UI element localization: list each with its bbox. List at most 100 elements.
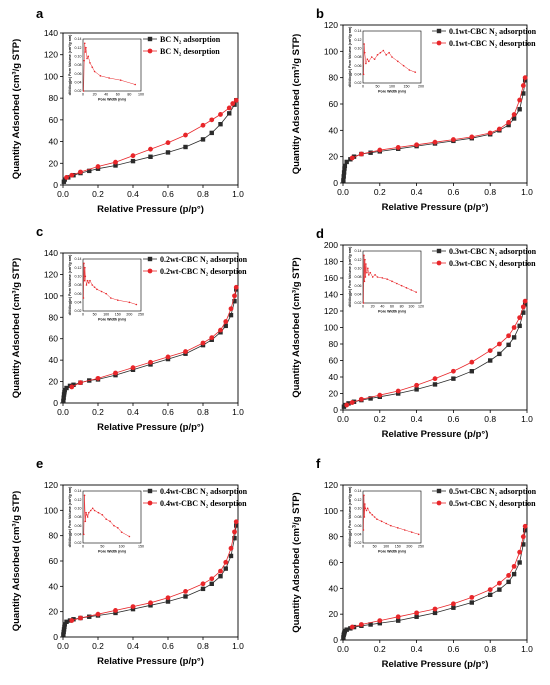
desorption-point: [183, 589, 188, 594]
y-tick-label: 0: [333, 635, 338, 645]
desorption-line: [346, 300, 526, 406]
y-tick-label: 180: [324, 257, 338, 267]
inset-point: [371, 514, 374, 516]
y-tick-label: 80: [49, 312, 59, 322]
inset-point: [88, 511, 90, 514]
x-tick-label: 0.6: [162, 189, 174, 199]
desorption-point: [130, 365, 136, 371]
inset-point: [87, 55, 90, 58]
inset-frame: [82, 38, 142, 92]
inset-point: [370, 56, 373, 58]
y-tick-label: 60: [329, 356, 339, 366]
y-tick-label: 40: [49, 581, 59, 591]
inset-plot: 0 50 100 150 200 0.02 0.04 0.06 0.08 0.10 0.12 0.14…: [348, 26, 424, 94]
adsorption-point: [232, 536, 237, 541]
adsorption-point: [61, 627, 67, 632]
adsorption-series: [341, 302, 528, 409]
x-tick-label: 1.0: [232, 407, 244, 417]
y-axis-label: Quantity Adsorbed (cm³/g STP): [11, 491, 22, 632]
adsorption-point: [522, 302, 528, 307]
desorption-point: [218, 327, 223, 333]
inset-point: [362, 529, 365, 531]
desorption-point: [359, 396, 364, 402]
x-tick-label: 0.0: [337, 414, 349, 424]
legend: 0.3wt-CBC N₂ adsorption 0.3wt-CBC N₂ deso…: [432, 247, 537, 268]
desorption-point: [359, 622, 364, 627]
adsorption-point: [469, 600, 474, 605]
x-tick-label: 1.0: [521, 414, 533, 424]
inset-plot: 0 20 40 60 80 100 0.02 0.04 0.06 0.08 0.10 0.12 0.14…: [68, 34, 144, 102]
inset-frame: [362, 490, 422, 544]
adsorption-point: [87, 614, 92, 619]
inset-x-tick-label: 0: [362, 85, 364, 89]
legend-entry: 0.2wt-CBC N₂ adsorption: [160, 255, 248, 264]
inset-point: [364, 503, 366, 505]
adsorption-point: [506, 122, 511, 128]
inset-y-tick-label: 0.08: [355, 275, 362, 279]
y-tick-label: 120: [324, 306, 338, 316]
inset-point: [83, 262, 85, 265]
desorption-point: [395, 614, 401, 620]
adsorption-point: [209, 130, 214, 136]
legend: 0.5wt-CBC N₂ adsorption 0.5wt-CBC N₂ deso…: [432, 487, 537, 508]
chart-panel-e: e 0.0 0.2 0.4 0.6 0.8 1.0 0 20 40 60 80 100 120 Relati…: [11, 456, 248, 667]
desorption-point: [64, 175, 69, 180]
y-axis-label: Quantity Adsorbed (cm³/g STP): [11, 258, 22, 399]
adsorption-point: [232, 299, 237, 304]
inset-point: [371, 276, 374, 278]
inset-point: [113, 524, 115, 527]
adsorption-point: [200, 137, 206, 142]
desorption-point: [232, 293, 237, 299]
desorption-point: [395, 388, 401, 394]
inset-frame: [362, 250, 422, 304]
legend-marker: [147, 488, 153, 494]
y-tick-label: 100: [44, 505, 58, 515]
adsorption-point: [511, 335, 517, 340]
adsorption-point: [469, 369, 474, 374]
y-tick-label: 20: [49, 158, 59, 168]
inset-x-axis-label: Pore Width (nm): [378, 310, 407, 314]
inset-point: [134, 83, 136, 86]
inset-point: [89, 62, 91, 64]
inset-x-tick-label: 50: [100, 545, 104, 549]
y-tick-label: 200: [324, 240, 338, 250]
chart-panel-d: d 0.0 0.2 0.4 0.6 0.8 1.0 0 20 40 60 80 100 120 140 160…: [291, 226, 537, 440]
inset-y-tick-label: 0.14: [355, 249, 362, 253]
y-tick-label: 60: [329, 558, 339, 568]
desorption-point: [344, 402, 350, 408]
x-tick-label: 0.8: [197, 641, 209, 651]
inset-x-tick-label: 250: [138, 313, 144, 317]
inset-x-tick-label: 200: [418, 85, 424, 89]
adsorption-point: [497, 587, 502, 592]
inset-y-tick-label: 0.06: [75, 524, 82, 528]
inset-point: [382, 49, 385, 52]
inset-plot: 0 50 100 150 200 250 0.02 0.04 0.06 0.08 0.10 0.12 0…: [348, 486, 424, 554]
desorption-point: [218, 568, 223, 574]
legend-marker: [436, 248, 442, 254]
inset-y-axis-label: dV/dlog(w) Pore Volume (cm³/g·nm): [348, 486, 352, 547]
adsorption-point: [506, 579, 511, 585]
x-tick-label: 0.6: [447, 187, 459, 197]
desorption-point: [218, 112, 223, 117]
y-tick-label: 100: [324, 46, 338, 56]
desorption-point: [520, 83, 526, 88]
desorption-point: [497, 126, 502, 132]
inset-y-tick-label: 0.06: [355, 284, 362, 288]
inset-y-tick-label: 0.02: [75, 541, 82, 545]
inset-point: [385, 522, 388, 525]
adsorption-point: [62, 624, 67, 630]
inset-point: [410, 531, 413, 533]
legend-marker: [147, 256, 153, 262]
desorption-series: [69, 519, 239, 623]
desorption-point: [506, 333, 511, 339]
y-tick-label: 40: [49, 355, 59, 365]
adsorption-point: [488, 592, 493, 597]
desorption-point: [414, 142, 419, 148]
inset-point: [135, 303, 138, 306]
inset-x-tick-label: 100: [383, 545, 389, 549]
desorption-series: [64, 97, 239, 180]
inset-point: [363, 494, 365, 497]
adsorption-point: [223, 566, 228, 571]
inset-x-tick-label: 20: [93, 93, 97, 97]
desorption-point: [130, 153, 136, 159]
